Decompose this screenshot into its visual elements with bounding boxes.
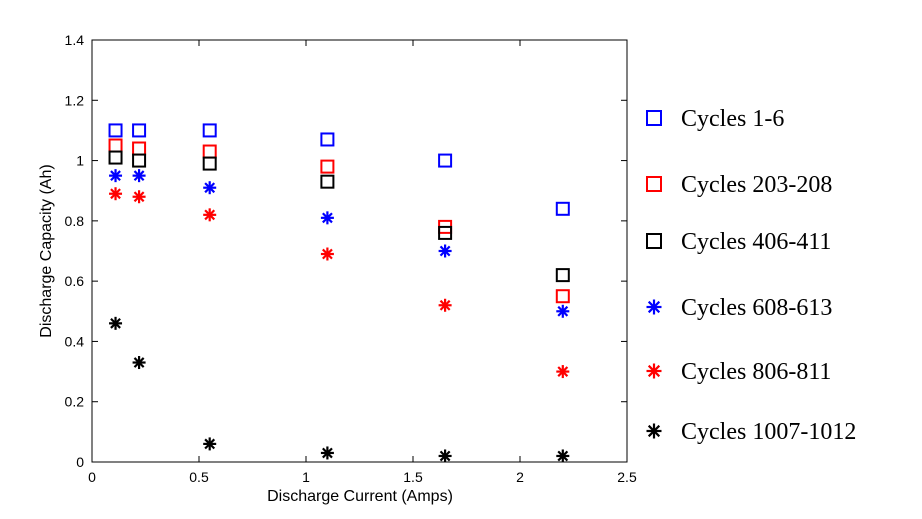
data-point: [320, 211, 334, 225]
data-point: [132, 169, 146, 183]
data-point: [555, 289, 570, 304]
data-point: [108, 123, 123, 138]
y-tick-label: 0: [76, 454, 84, 470]
plot-area: [91, 39, 628, 463]
data-point: [203, 437, 217, 451]
x-tick-label: 0.5: [189, 469, 209, 485]
data-point: [203, 181, 217, 195]
y-tick-label: 0.6: [65, 273, 85, 289]
data-point: [320, 446, 334, 460]
data-point: [203, 208, 217, 222]
legend-label: Cycles 406-411: [681, 229, 831, 255]
data-point: [320, 159, 335, 174]
data-point: [438, 298, 452, 312]
data-point: [132, 153, 147, 168]
series-6: [109, 316, 570, 463]
legend-marker: [646, 110, 662, 126]
data-point: [132, 190, 146, 204]
legend-label: Cycles 1-6: [681, 106, 784, 132]
legend-marker: [646, 299, 662, 315]
data-point: [202, 156, 217, 171]
legend-label: Cycles 1007-1012: [681, 419, 856, 445]
data-point: [109, 316, 123, 330]
y-tick-label: 0.4: [65, 333, 85, 349]
x-tick-label: 2: [516, 469, 524, 485]
y-axis-label: Discharge Capacity (Ah): [38, 164, 55, 337]
data-point: [556, 365, 570, 379]
data-point: [320, 247, 334, 261]
axis-ticks: 0 0.5 1 1.5 2 2.5 0 0.2 0.4 0.6 0.8 1 1.2 1.4: [65, 32, 637, 485]
data-point: [555, 201, 570, 216]
x-axis-label: Discharge Current (Amps): [267, 488, 453, 505]
data-point: [438, 225, 453, 240]
y-tick-label: 1.4: [65, 32, 85, 48]
data-point: [438, 244, 452, 258]
data-point: [556, 304, 570, 318]
data-point: [438, 449, 452, 463]
x-tick-label: 1: [302, 469, 310, 485]
legend-marker: [646, 233, 662, 249]
data-point: [438, 153, 453, 168]
data-point: [320, 174, 335, 189]
x-tick-label: 0: [88, 469, 96, 485]
data-point: [202, 123, 217, 138]
series-5: [109, 187, 570, 379]
legend-label: Cycles 608-613: [681, 295, 832, 321]
legend-label: Cycles 203-208: [681, 172, 832, 198]
series-3: [108, 150, 570, 283]
y-tick-label: 0.8: [65, 213, 85, 229]
data-point: [556, 449, 570, 463]
series-4: [109, 169, 570, 318]
x-tick-label: 1.5: [403, 469, 423, 485]
y-tick-label: 1.2: [65, 92, 85, 108]
y-tick-label: 0.2: [65, 394, 85, 410]
data-point: [132, 356, 146, 370]
data-point: [108, 150, 123, 165]
legend-marker: [646, 423, 662, 439]
legend-marker: [646, 363, 662, 379]
data-point: [555, 268, 570, 283]
data-point: [320, 132, 335, 147]
series-1: [108, 123, 570, 216]
data-points: [108, 123, 570, 463]
data-point: [132, 123, 147, 138]
x-tick-label: 2.5: [617, 469, 637, 485]
legend-marker: [646, 176, 662, 192]
data-point: [109, 187, 123, 201]
legend: Cycles 1-6 Cycles 203-208 Cycles 406-411 Cy…: [646, 106, 856, 445]
legend-label: Cycles 806-811: [681, 359, 831, 385]
data-point: [109, 169, 123, 183]
y-tick-label: 1: [76, 153, 84, 169]
